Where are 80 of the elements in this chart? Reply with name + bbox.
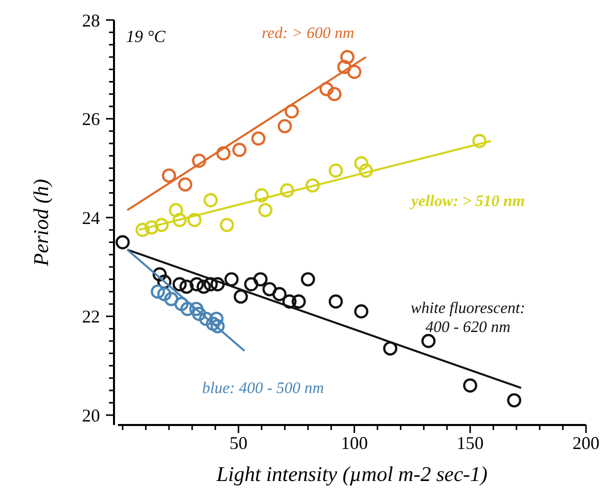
- point: [347, 64, 362, 79]
- point: [204, 193, 218, 208]
- point: [157, 274, 172, 289]
- point: [254, 188, 269, 202]
- point: [154, 218, 169, 232]
- point: [306, 178, 320, 193]
- point: [354, 304, 368, 318]
- point: [383, 341, 398, 356]
- point: [198, 312, 214, 326]
- point: [253, 272, 268, 286]
- point: [354, 156, 368, 170]
- point: [472, 134, 487, 148]
- point: [152, 267, 167, 282]
- y-tick-label: 26: [82, 109, 100, 130]
- point: [180, 302, 195, 316]
- point: [327, 86, 342, 102]
- y-tick-label: 22: [82, 306, 100, 327]
- point: [187, 212, 202, 228]
- point: [278, 119, 292, 134]
- point: [210, 277, 225, 292]
- point: [135, 222, 150, 237]
- point: [196, 280, 211, 294]
- text: blue: 400 - 500 nm: [202, 380, 324, 397]
- series-label: white fluorescent: 400 - 620 nm: [410, 300, 526, 336]
- point: [157, 287, 172, 302]
- text: yellow: > 510 nm: [409, 193, 525, 210]
- point: [178, 177, 192, 192]
- point: [204, 277, 218, 292]
- point: [168, 203, 184, 218]
- point: [262, 282, 277, 296]
- point: [328, 164, 343, 178]
- point: [162, 168, 176, 183]
- y-tick-label: 24: [82, 208, 100, 228]
- point: [280, 183, 294, 198]
- x-tick-label: 150: [456, 433, 484, 453]
- point: [164, 292, 178, 306]
- point: [116, 235, 130, 250]
- point: [358, 164, 373, 178]
- point: [206, 316, 220, 331]
- point: [421, 334, 436, 348]
- point: [150, 284, 165, 299]
- series-label: red: > 600 nm: [262, 25, 354, 42]
- y-axis-title: Period (h): [29, 179, 53, 267]
- point: [232, 142, 246, 157]
- point: [189, 302, 204, 316]
- point: [292, 294, 306, 309]
- point: [340, 50, 354, 64]
- point: [209, 312, 224, 326]
- y-tick-label: 20: [82, 405, 100, 426]
- point: [282, 294, 297, 309]
- point: [144, 220, 159, 235]
- point: [258, 203, 272, 218]
- x-tick-label: 100: [340, 433, 368, 453]
- x-tick-label: 50: [229, 433, 248, 453]
- point: [244, 277, 258, 292]
- x-axis-title: Light intensity (µmol m-2 sec-1): [215, 462, 488, 486]
- point: [210, 319, 225, 334]
- point: [192, 306, 206, 321]
- point: [172, 277, 187, 292]
- point: [337, 60, 352, 74]
- point: [328, 294, 343, 309]
- point: [179, 280, 194, 294]
- point: [220, 218, 234, 232]
- point: [507, 393, 522, 408]
- point: [234, 289, 248, 304]
- point: [216, 146, 231, 160]
- point: [190, 277, 204, 292]
- point: [224, 272, 239, 286]
- x-tick-label: 200: [572, 433, 600, 453]
- point: [284, 104, 299, 118]
- point: [300, 272, 316, 286]
- y-tick-label: 28: [82, 10, 100, 30]
- point: [174, 296, 189, 312]
- annotation: 19 °C: [126, 27, 166, 46]
- point: [251, 131, 266, 146]
- point: [319, 82, 334, 96]
- point: [463, 378, 478, 393]
- point: [172, 212, 187, 228]
- point: [272, 287, 287, 302]
- point: [192, 154, 206, 168]
